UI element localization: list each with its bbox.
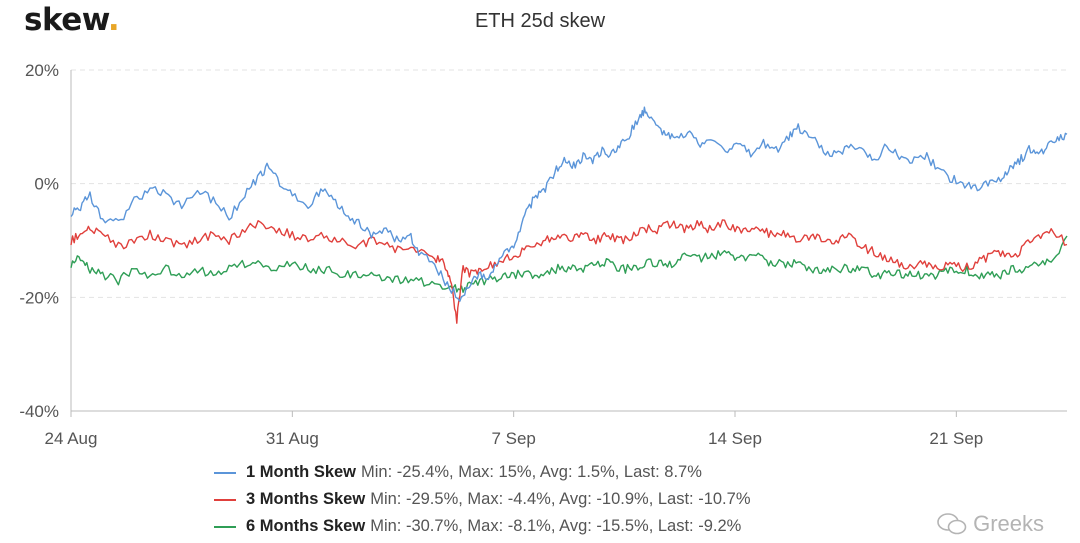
legend-series-name: 6 Months Skew xyxy=(246,517,366,535)
legend-swatch xyxy=(214,471,236,474)
y-tick-label: 20% xyxy=(25,61,59,80)
y-tick-label: -20% xyxy=(19,288,59,307)
logo-text: skew xyxy=(24,2,108,38)
legend-swatch xyxy=(214,498,236,501)
x-tick-label: 21 Sep xyxy=(929,429,983,448)
watermark-text: Greeks xyxy=(973,511,1044,536)
chart-title: ETH 25d skew xyxy=(474,10,606,32)
legend-series-stats: Min: -25.4%, Max: 15%, Avg: 1.5%, Last: … xyxy=(361,463,702,481)
greeks-watermark: Greeks xyxy=(937,511,1044,537)
legend-item[interactable]: 1 Month Skew Min: -25.4%, Max: 15%, Avg: … xyxy=(214,459,751,486)
legend-series-name: 3 Months Skew xyxy=(246,490,366,508)
x-tick-label: 31 Aug xyxy=(266,429,319,448)
series-line-3-months-skew xyxy=(70,219,1068,324)
legend-series-stats: Min: -29.5%, Max: -4.4%, Avg: -10.9%, La… xyxy=(370,490,751,508)
x-tick-label: 7 Sep xyxy=(491,429,535,448)
x-tick-label: 14 Sep xyxy=(708,429,762,448)
legend-series-stats: Min: -30.7%, Max: -8.1%, Avg: -15.5%, La… xyxy=(370,517,742,535)
series-line-6-months-skew xyxy=(70,235,1068,293)
skew-logo: skew. xyxy=(24,2,120,38)
chart-legend: 1 Month Skew Min: -25.4%, Max: 15%, Avg: … xyxy=(214,459,751,540)
y-tick-label: -40% xyxy=(19,402,59,421)
legend-series-name: 1 Month Skew xyxy=(246,463,357,481)
wechat-icon xyxy=(937,513,967,535)
series-line-1-month-skew xyxy=(70,106,1068,302)
y-tick-label: 0% xyxy=(34,175,59,194)
logo-dot: . xyxy=(107,2,120,38)
legend-swatch xyxy=(214,525,236,528)
legend-item[interactable]: 3 Months Skew Min: -29.5%, Max: -4.4%, Av… xyxy=(214,486,751,513)
x-tick-label: 24 Aug xyxy=(45,429,98,448)
legend-item[interactable]: 6 Months Skew Min: -30.7%, Max: -8.1%, Av… xyxy=(214,513,751,540)
